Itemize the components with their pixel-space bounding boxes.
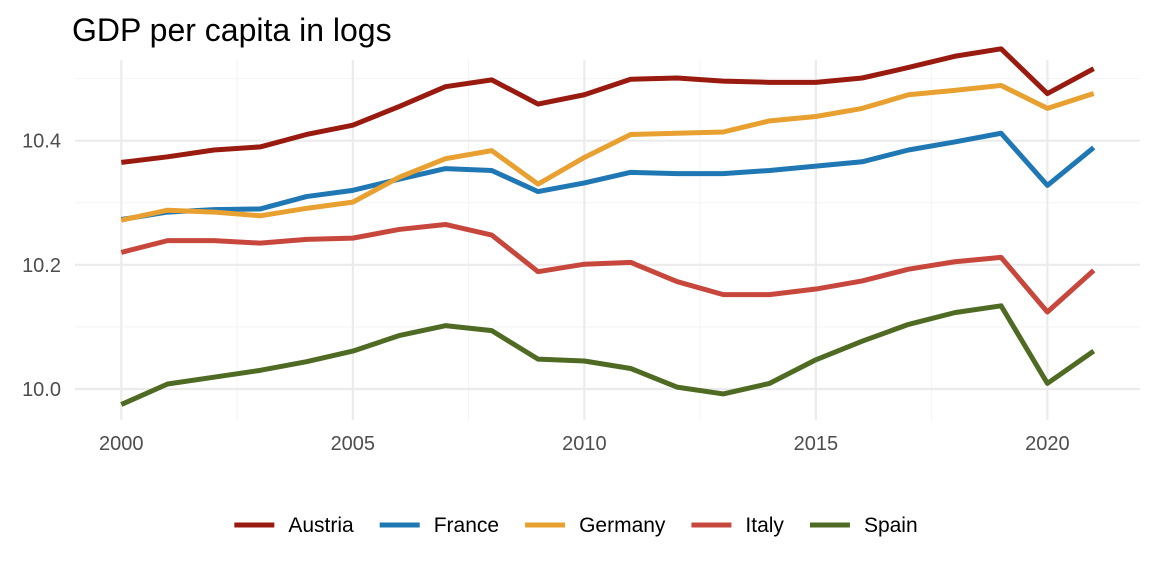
legend-label-france: France (434, 514, 499, 537)
x-tick-label: 2000 (99, 433, 144, 455)
x-tick-label: 2015 (794, 433, 839, 455)
y-tick-label: 10.4 (22, 131, 61, 153)
y-tick-label: 10.2 (22, 255, 61, 277)
x-tick-label: 2020 (1025, 433, 1070, 455)
series-line-france (120, 130, 1096, 222)
series-lines (120, 46, 1096, 407)
legend: Austria France Germany Italy Spain (234, 514, 918, 537)
series-line-germany (120, 82, 1095, 223)
legend-label-italy: Italy (745, 514, 784, 537)
legend-label-spain: Spain (864, 514, 918, 537)
x-axis-tick-labels: 2000 2005 2010 2015 2020 (99, 433, 1070, 455)
series-line-spain (120, 303, 1096, 407)
series-line-austria (121, 46, 1095, 165)
y-axis-tick-labels: 10.0 10.2 10.4 (22, 131, 61, 401)
series-line-italy (120, 221, 1096, 315)
legend-label-germany: Germany (579, 514, 666, 537)
x-tick-label: 2010 (562, 433, 607, 455)
y-tick-label: 10.0 (22, 379, 61, 401)
legend-label-austria: Austria (288, 514, 354, 537)
chart-title: GDP per capita in logs (72, 12, 392, 48)
x-tick-label: 2005 (331, 433, 376, 455)
